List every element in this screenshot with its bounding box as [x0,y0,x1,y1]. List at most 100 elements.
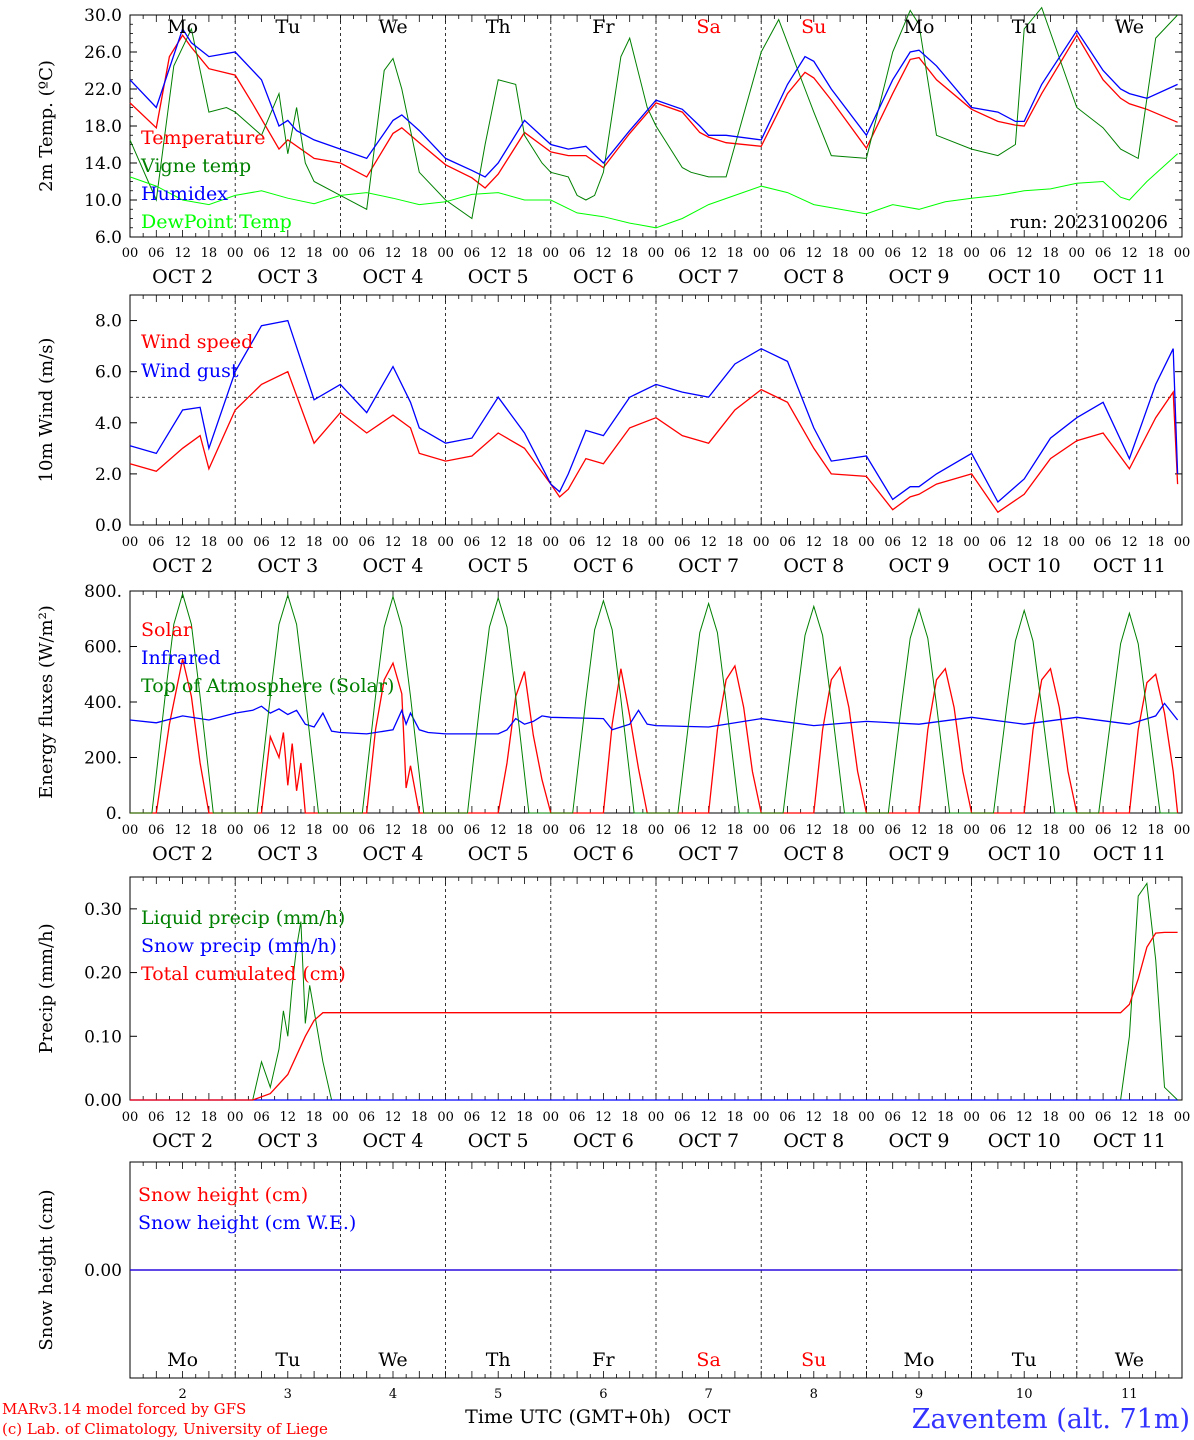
hour-tick-label: 06 [148,246,165,261]
date-label: OCT 10 [988,266,1061,288]
date-label: OCT 9 [889,555,950,577]
date-label: OCT 9 [889,266,950,288]
hour-tick-label: 18 [306,535,323,550]
date-label: OCT 8 [783,1130,844,1152]
y-tick-label: 4.0 [95,414,122,434]
hour-tick-label: 00 [437,1110,454,1125]
hour-tick-label: 00 [858,535,875,550]
legend-entry: Top of Atmosphere (Solar) [141,675,394,697]
date-label: OCT 9 [889,1130,950,1152]
day-number-label: 9 [915,1387,923,1402]
hour-tick-label: 00 [227,246,244,261]
date-label: OCT 4 [363,266,424,288]
hour-tick-label: 06 [358,246,375,261]
hour-tick-label: 00 [437,246,454,261]
series-line-infrared [129,702,1179,735]
hour-tick-label: 12 [911,535,928,550]
hour-tick-label: 06 [990,1110,1007,1125]
hour-tick-label: 12 [490,823,507,838]
y-tick-label: 400. [84,693,122,713]
date-label: OCT 10 [988,1130,1061,1152]
hour-tick-label: 00 [122,246,139,261]
hour-tick-label: 06 [990,246,1007,261]
weekday-label: Mo [904,1349,935,1371]
hour-tick-label: 18 [727,535,744,550]
hour-tick-label: 00 [332,823,349,838]
y-tick-label: 800. [84,582,122,602]
hour-tick-label: 06 [779,1110,796,1125]
hour-tick-label: 06 [884,535,901,550]
hour-tick-label: 12 [174,246,191,261]
legend-entry: Total cumulated (cm) [141,963,346,985]
hour-tick-label: 18 [937,535,954,550]
hour-tick-label: 06 [884,246,901,261]
hour-tick-label: 12 [1016,246,1033,261]
hour-tick-label: 06 [674,1110,691,1125]
hour-tick-label: 18 [306,823,323,838]
hour-tick-label: 00 [1174,1110,1191,1125]
y-tick-label: 30.0 [84,6,122,26]
hour-tick-label: 06 [779,535,796,550]
hour-tick-label: 06 [990,823,1007,838]
date-label: OCT 10 [988,555,1061,577]
hour-tick-label: 18 [411,1110,428,1125]
hour-tick-label: 18 [1147,823,1164,838]
hour-tick-label: 12 [911,823,928,838]
hour-tick-label: 12 [490,1110,507,1125]
hour-tick-label: 00 [963,246,980,261]
hour-tick-label: 18 [1147,246,1164,261]
hour-tick-label: 06 [358,535,375,550]
date-label: OCT 3 [257,555,318,577]
hour-tick-label: 00 [1069,246,1086,261]
hour-tick-label: 12 [806,1110,823,1125]
hour-tick-label: 12 [700,823,717,838]
legend-entry: Wind gust [141,360,239,382]
hour-tick-label: 06 [253,1110,270,1125]
run-annotation: run: 2023100206 [1010,212,1168,233]
date-label: OCT 7 [678,555,739,577]
hour-tick-label: 12 [280,823,297,838]
series-line-total-cumulated-cm [130,931,1178,1101]
hour-tick-label: 00 [543,823,560,838]
hour-tick-label: 12 [1016,823,1033,838]
date-label: OCT 2 [152,266,213,288]
panel-4: 0.00 0.10 0.20 0.30 Precip (mm/h) Liquid prec… [36,876,1191,1152]
hour-tick-label: 18 [411,823,428,838]
station-name: Zaventem (alt. 71m) [912,1404,1190,1435]
hour-tick-label: 12 [1121,246,1138,261]
y-tick-label: 6.0 [95,228,122,248]
hour-tick-label: 18 [1042,1110,1059,1125]
hour-tick-label: 00 [332,535,349,550]
hour-tick-label: 12 [174,823,191,838]
day-number-label: 7 [704,1387,712,1402]
hour-tick-label: 12 [911,246,928,261]
date-label: OCT 6 [573,843,634,865]
hour-tick-label: 18 [1147,535,1164,550]
hour-tick-label: 00 [332,246,349,261]
hour-tick-label: 06 [779,246,796,261]
date-label: OCT 5 [468,555,529,577]
weekday-label: We [378,16,407,38]
y-tick-label: 6.0 [95,363,122,383]
legend-entry: Infrared [141,647,221,669]
series-line-wind-speed [129,370,1179,514]
hour-tick-label: 12 [174,535,191,550]
hour-tick-label: 00 [1069,823,1086,838]
hour-tick-label: 06 [253,535,270,550]
hour-tick-label: 00 [543,535,560,550]
hour-tick-label: 18 [201,1110,218,1125]
lab-credit: (c) Lab. of Climatology, University of L… [2,1420,328,1438]
hour-tick-label: 06 [884,823,901,838]
weekday-label: Tu [275,1349,300,1371]
panel-5: 0.00 Snow height (cm) Snow height (cm) Snow… [36,1161,1183,1402]
hour-tick-label: 12 [1121,535,1138,550]
y-tick-label: 0.00 [84,1261,122,1281]
panel-3: 0. 200. 400. 600. 800. Energy fluxes (W/m²) So… [36,582,1190,865]
y-tick-label: 0.10 [84,1027,122,1047]
date-label: OCT 4 [363,843,424,865]
date-label: OCT 8 [783,266,844,288]
hour-tick-label: 18 [727,823,744,838]
hour-tick-label: 12 [700,1110,717,1125]
hour-tick-label: 18 [1042,823,1059,838]
